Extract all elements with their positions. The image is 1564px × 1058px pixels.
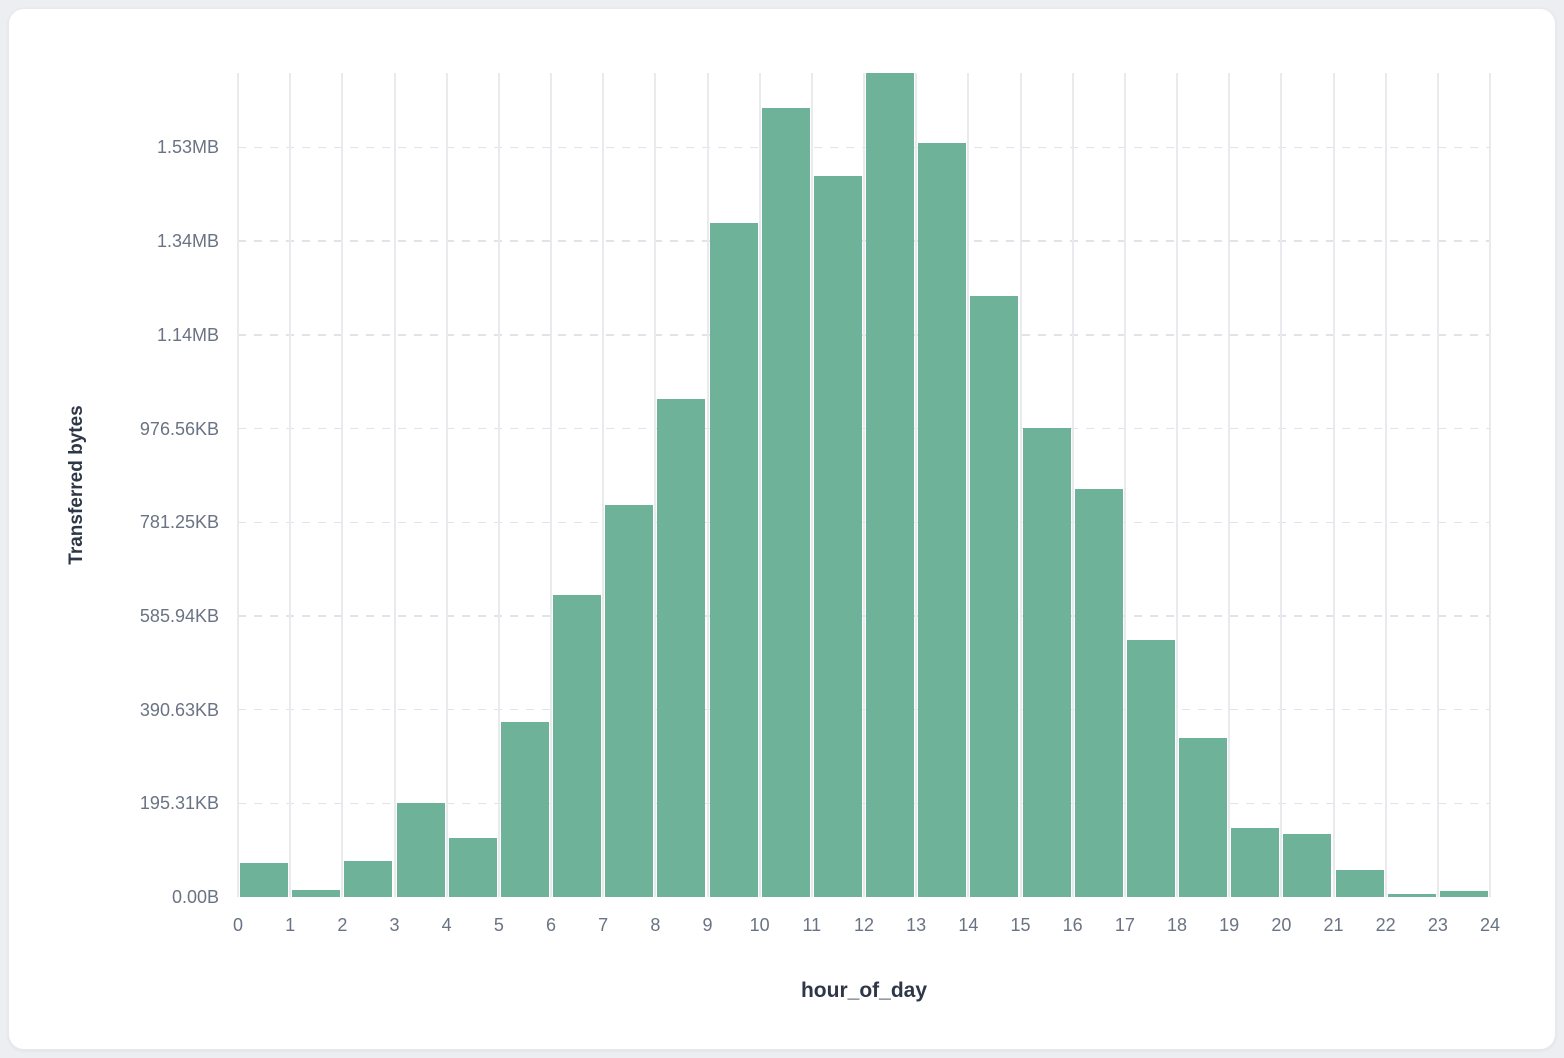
vertical-gridline xyxy=(915,73,918,897)
bar-hour-14[interactable] xyxy=(970,295,1019,897)
x-tick-label: 22 xyxy=(1375,915,1396,935)
bar-hour-21[interactable] xyxy=(1335,870,1384,897)
x-tick-label: 13 xyxy=(906,915,927,935)
vertical-gridline xyxy=(1280,73,1283,897)
vertical-gridline xyxy=(1176,73,1178,897)
vertical-gridline xyxy=(1384,73,1387,897)
bar-hour-10[interactable] xyxy=(761,107,810,897)
vertical-gridline xyxy=(393,73,396,897)
x-tick-label: 8 xyxy=(650,915,661,935)
x-tick-label: 17 xyxy=(1114,915,1135,935)
x-tick-label: 12 xyxy=(853,915,875,935)
y-tick-label: 1.34MB xyxy=(156,231,219,252)
y-tick-label: 781.25KB xyxy=(139,512,219,533)
y-tick-label: 1.53MB xyxy=(156,137,219,158)
x-tick-label: 5 xyxy=(493,915,504,935)
vertical-gridline xyxy=(706,73,709,897)
x-tick-label: 19 xyxy=(1219,915,1240,935)
x-tick-label: 14 xyxy=(958,915,979,935)
bar-hour-23[interactable] xyxy=(1439,890,1488,897)
x-tick-label: 20 xyxy=(1271,915,1292,935)
x-tick-label: 2 xyxy=(337,915,348,935)
x-tick-label: 23 xyxy=(1427,915,1448,935)
vertical-gridline xyxy=(1436,73,1439,897)
y-tick-label: 1.14MB xyxy=(156,324,219,345)
vertical-gridline xyxy=(758,73,761,897)
bar-hour-20[interactable] xyxy=(1283,834,1332,897)
bar-hour-8[interactable] xyxy=(657,399,706,897)
x-tick-label: 15 xyxy=(1010,915,1031,935)
bar-hour-18[interactable] xyxy=(1179,738,1228,897)
vertical-gridline xyxy=(1228,73,1231,897)
vertical-gridline xyxy=(1489,73,1491,897)
bar-hour-11[interactable] xyxy=(813,176,862,897)
bar-hour-12[interactable] xyxy=(866,73,915,897)
bar-hour-5[interactable] xyxy=(500,721,549,897)
x-tick-label: 10 xyxy=(749,915,770,935)
vertical-gridline xyxy=(550,73,552,897)
vertical-gridline xyxy=(341,73,344,897)
bar-hour-13[interactable] xyxy=(918,142,967,897)
x-tick-label: 1 xyxy=(285,915,296,935)
plot-area[interactable] xyxy=(237,73,1491,897)
y-tick-label: 390.63KB xyxy=(139,699,219,720)
bar-hour-15[interactable] xyxy=(1022,427,1071,897)
x-tick-label: 9 xyxy=(702,915,713,935)
x-axis-title: hour_of_day xyxy=(800,979,928,1002)
bar-hour-16[interactable] xyxy=(1074,489,1123,897)
vertical-gridline xyxy=(1019,73,1022,897)
y-tick-label: 585.94KB xyxy=(139,605,219,626)
vertical-gridline xyxy=(289,73,292,897)
bar-hour-3[interactable] xyxy=(396,802,445,897)
y-tick-label: 0.00B xyxy=(171,887,219,907)
x-tick-label: 18 xyxy=(1166,915,1188,935)
bar-hour-7[interactable] xyxy=(605,505,654,897)
bar-hour-0[interactable] xyxy=(240,863,289,897)
x-tick-label: 7 xyxy=(598,915,609,935)
x-tick-label: 0 xyxy=(232,915,243,935)
bar-hour-17[interactable] xyxy=(1126,640,1175,897)
x-tick-label: 24 xyxy=(1479,915,1501,935)
vertical-gridline xyxy=(602,73,605,897)
x-tick-label: 4 xyxy=(441,915,452,935)
x-tick-label: 11 xyxy=(802,915,822,935)
bar-hour-9[interactable] xyxy=(709,222,758,897)
vertical-gridline xyxy=(654,73,657,897)
vertical-gridline xyxy=(1123,73,1126,897)
vertical-gridline xyxy=(810,73,813,897)
bar-hour-1[interactable] xyxy=(292,889,341,897)
vertical-gridline xyxy=(1332,73,1335,897)
y-tick-label: 976.56KB xyxy=(139,418,219,439)
y-axis-title: Transferred bytes xyxy=(66,405,87,565)
vertical-gridline xyxy=(967,73,970,897)
vertical-gridline xyxy=(1071,73,1074,897)
bar-hour-22[interactable] xyxy=(1387,894,1436,897)
bar-hour-2[interactable] xyxy=(344,860,393,897)
bar-hour-6[interactable] xyxy=(553,595,602,897)
vertical-gridline xyxy=(445,73,448,897)
x-tick-label: 16 xyxy=(1062,915,1083,935)
y-tick-label: 195.31KB xyxy=(139,793,219,814)
bar-hour-4[interactable] xyxy=(448,838,497,897)
x-tick-label: 3 xyxy=(389,915,400,935)
vertical-gridline xyxy=(863,73,865,897)
vertical-gridline xyxy=(497,73,500,897)
chart-card: 0.00B 195.31KB 390.63KB 585.94KB 781.25KB 976… xyxy=(8,8,1556,1050)
x-tick-label: 6 xyxy=(545,915,556,935)
x-tick-label: 21 xyxy=(1323,915,1344,935)
bar-hour-19[interactable] xyxy=(1231,828,1280,897)
vertical-gridline xyxy=(237,73,239,897)
